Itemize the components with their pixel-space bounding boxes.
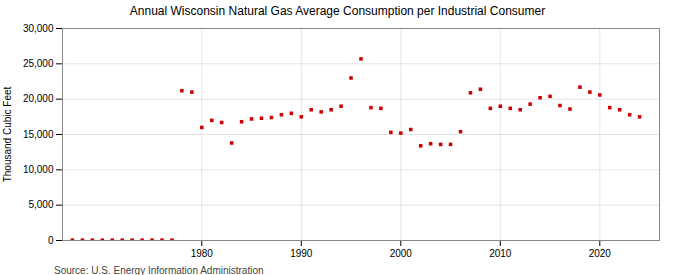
svg-text:Thousand Cubic Feet: Thousand Cubic Feet [2, 86, 13, 182]
svg-text:10,000: 10,000 [23, 164, 54, 175]
svg-text:0: 0 [48, 235, 54, 246]
svg-text:1990: 1990 [290, 248, 313, 259]
svg-text:2020: 2020 [589, 248, 612, 259]
svg-text:30,000: 30,000 [23, 23, 54, 34]
svg-text:15,000: 15,000 [23, 129, 54, 140]
html-text:Source: U.S. Energy Informatio: Source: U.S. Energy Information Administ… [54, 265, 264, 275]
svg-text:2010: 2010 [489, 248, 512, 259]
html-text:Annual Wisconsin Natural Gas A: Annual Wisconsin Natural Gas Average Con… [129, 4, 546, 18]
svg-text:25,000: 25,000 [23, 58, 54, 69]
svg-text:2000: 2000 [390, 248, 413, 259]
svg-text:5,000: 5,000 [28, 199, 53, 210]
svg-text:1980: 1980 [191, 248, 214, 259]
svg-text:20,000: 20,000 [23, 93, 54, 104]
